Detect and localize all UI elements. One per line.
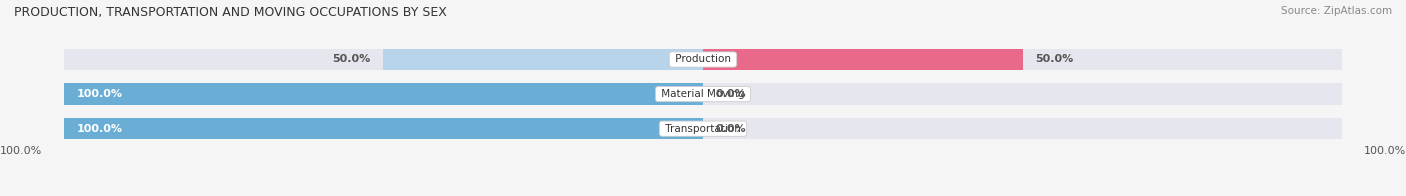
Bar xyxy=(703,83,1343,105)
Text: PRODUCTION, TRANSPORTATION AND MOVING OCCUPATIONS BY SEX: PRODUCTION, TRANSPORTATION AND MOVING OC… xyxy=(14,6,447,19)
Text: 100.0%: 100.0% xyxy=(0,146,42,156)
Bar xyxy=(63,118,703,139)
Text: 0.0%: 0.0% xyxy=(716,124,747,134)
Text: Source: ZipAtlas.com: Source: ZipAtlas.com xyxy=(1281,6,1392,16)
Text: 50.0%: 50.0% xyxy=(332,54,371,64)
Bar xyxy=(63,83,703,105)
Text: 100.0%: 100.0% xyxy=(1364,146,1406,156)
Text: Transportation: Transportation xyxy=(662,124,744,134)
Text: 50.0%: 50.0% xyxy=(1035,54,1074,64)
Text: 100.0%: 100.0% xyxy=(77,89,122,99)
Text: 100.0%: 100.0% xyxy=(77,124,122,134)
Text: Production: Production xyxy=(672,54,734,64)
Text: 0.0%: 0.0% xyxy=(716,89,747,99)
Bar xyxy=(703,49,1022,70)
Bar xyxy=(703,118,1343,139)
Bar xyxy=(703,49,1343,70)
Bar xyxy=(63,83,703,105)
Text: Material Moving: Material Moving xyxy=(658,89,748,99)
Bar xyxy=(63,49,703,70)
Bar xyxy=(384,49,703,70)
Bar xyxy=(63,118,703,139)
